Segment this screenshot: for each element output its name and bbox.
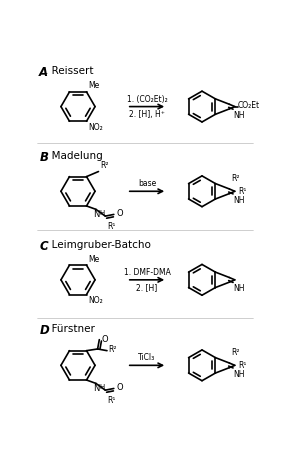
Text: O: O (116, 209, 123, 218)
Text: NO₂: NO₂ (88, 123, 103, 132)
Text: C: C (39, 239, 48, 253)
Text: 2. [H]: 2. [H] (136, 283, 158, 292)
Text: R²: R² (100, 161, 108, 170)
Text: R¹: R¹ (107, 396, 115, 405)
Text: R¹: R¹ (107, 222, 115, 231)
Text: base: base (138, 179, 156, 188)
Text: . Leimgruber-Batcho: . Leimgruber-Batcho (46, 239, 151, 250)
Text: H: H (99, 384, 104, 390)
Text: NH: NH (233, 196, 245, 205)
Text: H: H (99, 210, 104, 216)
Text: 1. (CO₂Et)₂: 1. (CO₂Et)₂ (127, 95, 167, 103)
Text: Me: Me (88, 81, 99, 90)
Text: NO₂: NO₂ (88, 296, 103, 305)
Text: R¹: R¹ (238, 361, 246, 370)
Text: 2. [H], H⁺: 2. [H], H⁺ (129, 110, 165, 119)
Text: NH: NH (233, 370, 245, 379)
Text: O: O (116, 383, 123, 392)
Text: N: N (93, 210, 99, 219)
Text: NH: NH (233, 284, 245, 293)
Text: 1. DMF-DMA: 1. DMF-DMA (124, 268, 170, 277)
Text: B: B (39, 151, 48, 164)
Text: . Madelung: . Madelung (46, 151, 103, 161)
Text: . Reissert: . Reissert (46, 66, 94, 76)
Text: CO₂Et: CO₂Et (238, 101, 260, 110)
Text: N: N (93, 384, 99, 393)
Text: R¹: R¹ (238, 187, 246, 196)
Text: A: A (39, 66, 48, 80)
Text: TiCl₃: TiCl₃ (138, 353, 156, 362)
Text: . Fürstner: . Fürstner (46, 324, 95, 335)
Text: R²: R² (231, 348, 239, 357)
Text: NH: NH (233, 111, 245, 120)
Text: O: O (102, 335, 108, 344)
Text: R²: R² (231, 174, 239, 183)
Text: Me: Me (88, 255, 99, 264)
Text: R²: R² (109, 345, 117, 354)
Text: D: D (39, 324, 49, 337)
